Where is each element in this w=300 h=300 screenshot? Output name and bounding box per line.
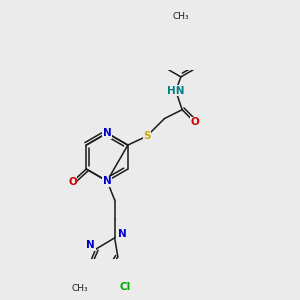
Text: N: N bbox=[103, 128, 112, 138]
Text: HN: HN bbox=[167, 86, 184, 96]
Text: O: O bbox=[68, 177, 77, 187]
Text: CH₃: CH₃ bbox=[72, 284, 88, 293]
Text: O: O bbox=[190, 117, 199, 127]
Text: N: N bbox=[103, 176, 112, 186]
Text: CH₃: CH₃ bbox=[172, 12, 189, 21]
Text: N: N bbox=[86, 240, 95, 250]
Text: N: N bbox=[118, 229, 127, 239]
Text: Cl: Cl bbox=[119, 282, 130, 292]
Text: S: S bbox=[143, 131, 151, 141]
